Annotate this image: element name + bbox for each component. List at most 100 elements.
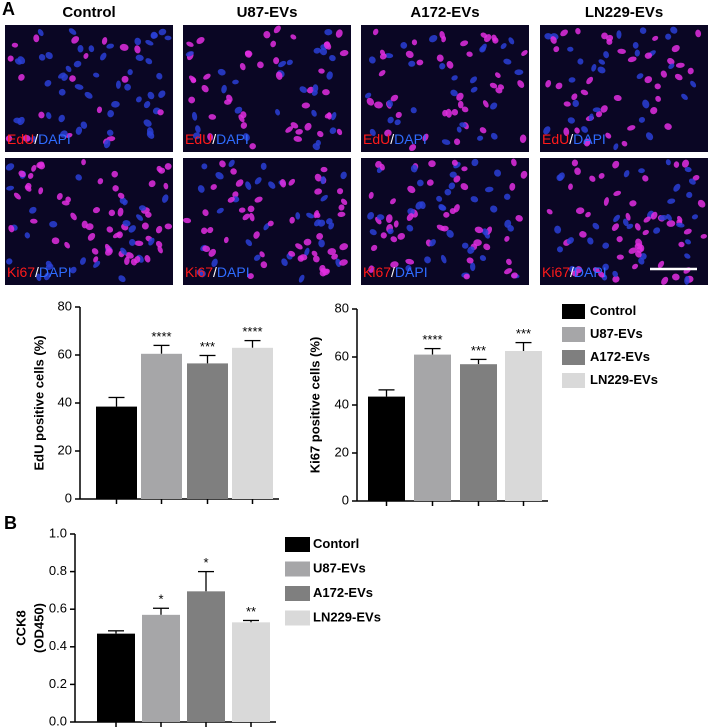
nucleus	[460, 40, 469, 47]
nucleus	[128, 225, 136, 233]
nucleus	[470, 86, 478, 93]
nucleus	[390, 198, 396, 205]
stain-label-part: DAPI	[574, 264, 607, 280]
nucleus	[312, 143, 320, 151]
bar	[414, 354, 451, 501]
nucleus	[163, 182, 169, 190]
nucleus	[406, 213, 414, 221]
nucleus	[339, 49, 349, 57]
nucleus	[451, 109, 459, 116]
y-axis-label: Ki67 positive cells (%)	[307, 337, 322, 474]
nucleus	[645, 132, 654, 141]
nucleus	[384, 129, 392, 137]
bar	[460, 364, 497, 501]
nucleus	[470, 196, 479, 203]
nucleus	[182, 217, 192, 224]
nucleus	[71, 36, 80, 44]
nucleus	[603, 197, 609, 206]
column-header: Control	[62, 4, 115, 21]
nucleus	[267, 220, 274, 227]
nucleus	[6, 185, 15, 191]
nucleus	[38, 54, 46, 61]
nucleus	[459, 122, 467, 128]
nucleus	[503, 58, 512, 65]
nucleus	[592, 107, 601, 113]
nucleus	[327, 248, 337, 256]
nucleus	[69, 75, 76, 82]
nucleus	[678, 241, 685, 248]
nucleus	[453, 138, 461, 146]
nucleus	[273, 57, 280, 65]
nucleus	[328, 222, 335, 230]
nucleus	[117, 207, 124, 217]
nucleus	[136, 214, 144, 221]
nucleus	[268, 181, 276, 189]
nucleus	[507, 224, 514, 232]
nucleus	[44, 79, 52, 87]
nucleus	[306, 212, 315, 219]
nucleus	[686, 191, 693, 199]
nucleus	[320, 176, 326, 185]
nucleus	[611, 223, 620, 231]
nucleus	[483, 243, 491, 251]
nucleus	[666, 213, 672, 221]
nucleus	[77, 44, 84, 53]
nucleus	[456, 126, 462, 133]
nucleus	[100, 52, 107, 61]
nucleus	[577, 58, 584, 65]
nucleus	[602, 242, 610, 249]
nucleus	[247, 205, 255, 213]
nucleus	[93, 256, 99, 263]
y-tick-label: 20	[58, 442, 72, 457]
nucleus	[443, 211, 450, 218]
nucleus	[259, 251, 265, 258]
nucleus	[217, 68, 226, 76]
legend-swatch	[562, 304, 585, 319]
nucleus	[677, 215, 683, 223]
nucleus	[446, 60, 454, 69]
nucleus	[665, 33, 672, 40]
nucleus	[313, 255, 320, 263]
nucleus	[390, 236, 398, 243]
legend-swatch	[285, 537, 310, 552]
nucleus	[597, 66, 606, 74]
nucleus	[254, 254, 261, 261]
nucleus	[326, 112, 332, 120]
nucleus	[406, 224, 414, 232]
nucleus	[197, 185, 205, 193]
stain-label-part: /	[391, 264, 395, 280]
nucleus	[331, 112, 337, 121]
nucleus	[623, 170, 630, 178]
nucleus	[195, 125, 201, 133]
nucleus	[494, 169, 502, 177]
nucleus	[87, 232, 96, 241]
nucleus	[185, 51, 194, 57]
nucleus	[319, 264, 326, 272]
nucleus	[117, 192, 125, 199]
nucleus	[323, 41, 332, 50]
y-axis-label: EdU positive cells (%)	[31, 335, 46, 470]
legend-label: A172-EVs	[313, 585, 373, 600]
nucleus	[642, 229, 649, 236]
nucleus	[281, 258, 288, 267]
nucleus	[461, 242, 469, 249]
nucleus	[605, 132, 612, 139]
nucleus	[226, 94, 233, 103]
nucleus	[322, 89, 330, 96]
nucleus	[386, 99, 393, 108]
bar	[142, 614, 180, 722]
nucleus	[470, 262, 476, 272]
nucleus	[331, 253, 338, 260]
nucleus	[340, 198, 348, 206]
nucleus	[17, 56, 26, 65]
nucleus	[253, 231, 260, 239]
stain-label: EdU/DAPI	[363, 131, 427, 147]
stain-label: EdU/DAPI	[542, 131, 606, 147]
stain-label: Ki67/DAPI	[363, 264, 428, 280]
nucleus	[436, 54, 444, 62]
nucleus	[186, 41, 194, 47]
y-tick-label: 40	[335, 396, 349, 411]
